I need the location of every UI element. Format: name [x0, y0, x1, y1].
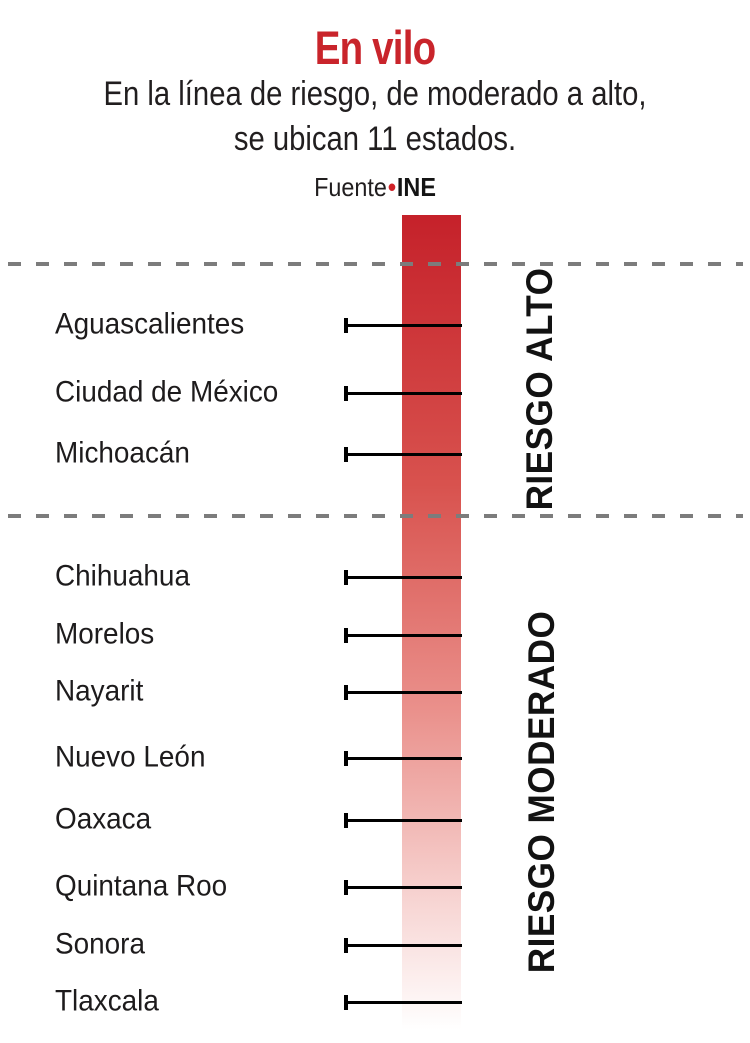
page-title: En vilo: [314, 21, 436, 74]
state-label: Quintana Roo: [55, 869, 228, 903]
section-label-riesgo-moderado: RIESGO MODERADO: [521, 610, 562, 974]
divider-dashed-middle: [8, 514, 743, 518]
state-label: Michoacán: [55, 436, 190, 470]
state-label: Tlaxcala: [55, 984, 159, 1018]
state-connector-line: [346, 1001, 462, 1004]
state-label: Chihuahua: [55, 559, 190, 593]
state-connector-line: [346, 944, 462, 947]
state-connector-line: [346, 392, 462, 395]
state-connector-line: [346, 886, 462, 889]
subtitle-line-2: se ubican 11 estados.: [233, 120, 517, 158]
state-connector-line: [346, 819, 462, 822]
section-label-riesgo-alto: RIESGO ALTO: [519, 267, 560, 511]
state-label: Aguascalientes: [55, 307, 245, 341]
state-label: Oaxaca: [55, 802, 152, 836]
state-label: Sonora: [55, 927, 145, 961]
state-label: Ciudad de México: [55, 375, 279, 409]
state-label: Nayarit: [55, 674, 144, 708]
subtitle-line-1: En la línea de riesgo, de moderado a alt…: [103, 75, 647, 113]
source-bullet-icon: •: [387, 172, 397, 202]
source-label: Fuente: [314, 172, 387, 202]
state-connector-line: [346, 634, 462, 637]
subtitle: En la línea de riesgo, de moderado a alt…: [53, 72, 698, 162]
state-connector-line: [346, 691, 462, 694]
risk-gradient-bar: [402, 215, 461, 1030]
state-label: Nuevo León: [55, 740, 206, 774]
state-connector-line: [346, 576, 462, 579]
state-connector-line: [346, 324, 462, 327]
source-line: Fuente•INE: [38, 172, 713, 203]
divider-dashed-top: [8, 262, 743, 266]
source-name: INE: [396, 172, 436, 202]
state-connector-line: [346, 757, 462, 760]
state-label: Morelos: [55, 617, 155, 651]
state-connector-line: [346, 453, 462, 456]
